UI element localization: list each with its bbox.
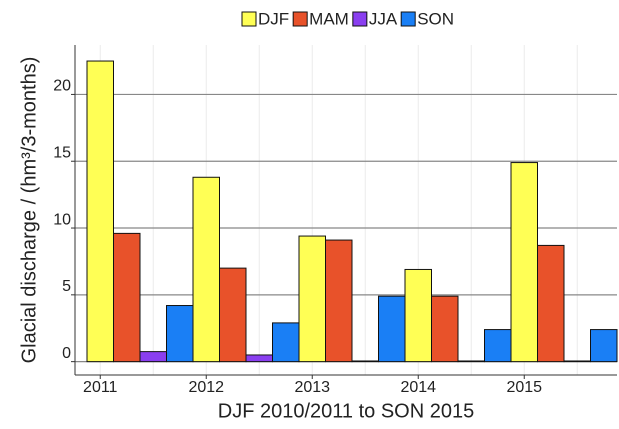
bar [590,329,618,363]
y-axis-title: Glacial discharge / (hm³/3-months) [18,57,40,364]
bar [510,162,538,363]
x-tick-label: 2013 [294,379,330,396]
bar [113,232,141,363]
x-axis-title: DJF 2010/2011 to SON 2015 [218,400,474,422]
legend-swatch [241,11,257,27]
bar [86,60,114,363]
bar [378,295,406,363]
bar [484,329,512,363]
bar [563,360,591,363]
x-tick-label: 2014 [400,379,436,396]
bar [166,305,194,363]
legend-label: SON [417,9,454,28]
bar [325,239,353,363]
bar [272,322,300,363]
legend-label: MAM [309,9,349,28]
bar [219,267,247,363]
legend-swatch [400,11,416,27]
bar [245,354,273,363]
y-tick-label: 0 [62,345,71,362]
bar [298,235,326,363]
legend-swatch [352,11,368,27]
bar [351,360,379,363]
x-tick-label: 2015 [506,379,542,396]
y-tick-label: 5 [62,278,71,295]
y-tick-label: 15 [53,144,71,161]
bar [139,351,167,363]
legend-swatch [292,11,308,27]
bar [537,244,565,363]
bar [404,268,432,363]
bar [457,360,485,363]
x-tick-label: 2012 [188,379,224,396]
legend-label: JJA [369,9,398,28]
bar [192,176,220,363]
y-tick-label: 20 [53,78,71,95]
bar [431,295,459,363]
x-tick-label: 2011 [83,379,118,396]
legend-label: DJF [258,9,289,28]
y-tick-label: 10 [53,211,71,228]
